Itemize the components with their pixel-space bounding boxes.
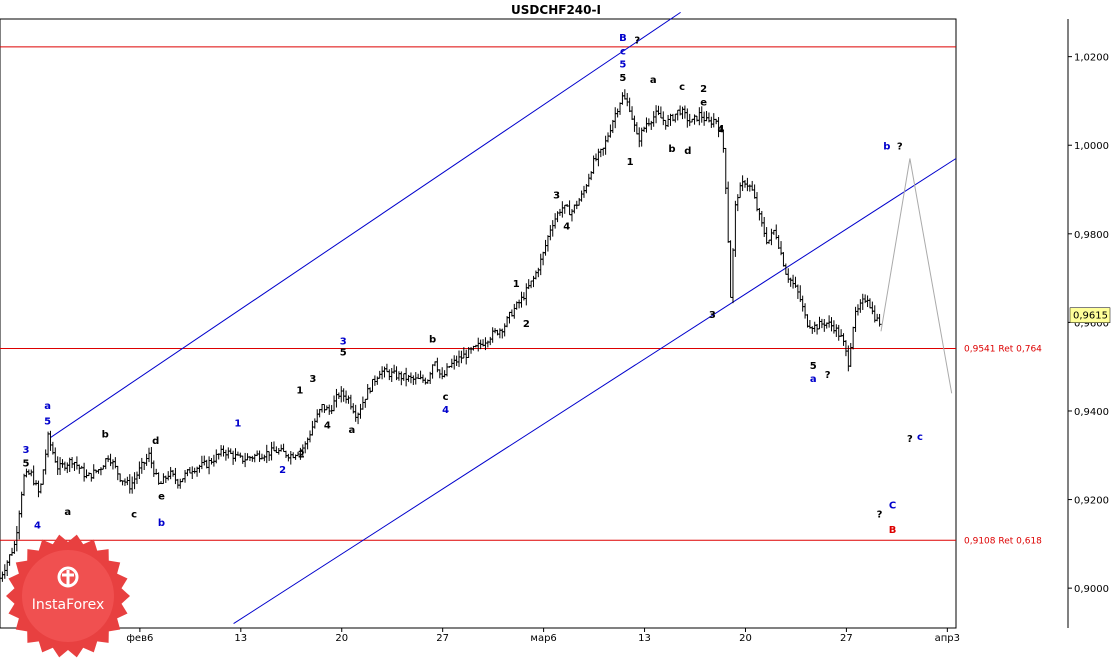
x-tick-label: 13 — [234, 633, 247, 644]
wave-label: C — [889, 500, 896, 511]
wave-label: 1 — [627, 157, 634, 168]
wave-label: a — [44, 401, 51, 412]
level-label: 0,9541 Ret 0,764 — [964, 345, 1042, 355]
wave-label: B — [889, 525, 897, 536]
y-axis-ticks: 1,0200 1,0000 0,9800 0,9600 0,9400 0,9200 0,90… — [1068, 53, 1109, 595]
wave-label: 1 — [296, 385, 303, 396]
channel-lower-line — [233, 158, 957, 624]
y-tick-label: 1,0000 — [1074, 141, 1109, 152]
wave-label: 2 — [279, 465, 286, 476]
y-tick-label: 1,0200 — [1074, 53, 1109, 64]
wave-label: e — [700, 97, 707, 108]
price-bars — [0, 89, 882, 585]
x-tick-label: фев6 — [126, 633, 153, 644]
wave-label: 5 — [44, 416, 51, 427]
y-tick-label: 0,9800 — [1074, 230, 1109, 241]
wave-label: 5 — [619, 73, 626, 84]
wave-label: c — [131, 509, 137, 520]
x-tick-label: 27 — [840, 633, 853, 644]
x-tick-label: 20 — [335, 633, 348, 644]
wave-label: 4 — [717, 124, 724, 135]
x-tick-label: 27 — [436, 633, 449, 644]
wave-label: a — [810, 374, 817, 385]
wave-label: ? — [897, 142, 903, 153]
x-tick-label: 20 — [739, 633, 752, 644]
wave-label: 4 — [442, 405, 449, 416]
wave-label: c — [620, 46, 626, 57]
wave-label: c — [917, 432, 923, 443]
wave-label: 5 — [340, 348, 347, 359]
wave-label: B — [619, 33, 627, 44]
x-tick-label: 13 — [638, 633, 651, 644]
forecast-path — [880, 158, 953, 394]
wave-label: a — [64, 507, 71, 518]
wave-label: 1 — [234, 418, 241, 429]
wave-label: b — [668, 144, 675, 155]
wave-label: 3 — [340, 337, 347, 348]
wave-label: d — [152, 436, 159, 447]
plot-area — [0, 18, 957, 629]
wave-label: 3 — [309, 374, 316, 385]
wave-label: c — [679, 82, 685, 93]
current-price-marker: 0,9615 — [1069, 307, 1111, 323]
wave-label: ? — [825, 370, 831, 381]
wave-label: ? — [634, 35, 640, 46]
chart-title: USDCHF240-I — [511, 3, 601, 17]
instaforex-emblem-icon — [57, 566, 79, 588]
x-axis-ticks: 30фев6132027мар6132027апр3 — [33, 628, 960, 644]
wave-label: b — [883, 142, 890, 153]
wave-label: b — [429, 334, 436, 345]
wave-label: b — [102, 430, 109, 441]
y-tick-label: 0,9200 — [1074, 496, 1109, 507]
wave-label: 2 — [523, 319, 530, 330]
wave-label: 3 — [22, 445, 29, 456]
wave-label: 1 — [513, 279, 520, 290]
current-price-label: 0,9615 — [1073, 311, 1108, 322]
wave-label: a — [348, 425, 355, 436]
wave-label: ? — [877, 509, 883, 520]
wave-label: 5 — [810, 361, 817, 372]
x-tick-label: апр3 — [935, 633, 960, 644]
wave-label: a — [650, 75, 657, 86]
wave-label: 3 — [553, 190, 560, 201]
y-tick-label: 0,9600 — [1074, 318, 1109, 329]
wave-label: 5 — [22, 458, 29, 469]
y-tick-label: 0,9400 — [1074, 407, 1109, 418]
wave-label: 2 — [298, 449, 305, 460]
wave-label: ? — [907, 434, 913, 445]
wave-label: c — [443, 392, 449, 403]
x-tick-label: мар6 — [530, 633, 556, 644]
wave-label: b — [158, 518, 165, 529]
logo-text: InstaForex — [32, 597, 105, 613]
wave-label: e — [158, 492, 165, 503]
wave-label: 5 — [619, 60, 626, 71]
wave-label: 4 — [563, 221, 570, 232]
y-tick-label: 0,9000 — [1074, 584, 1109, 595]
wave-label: 2 — [700, 84, 707, 95]
forecast-line — [880, 158, 953, 394]
wave-label: 4 — [34, 520, 41, 531]
instaforex-logo: InstaForex — [6, 534, 130, 658]
trend-channel — [50, 11, 957, 624]
wave-label: 3 — [709, 310, 716, 321]
level-label: 0,9108 Ret 0,618 — [964, 536, 1042, 546]
wave-label: 4 — [324, 421, 331, 432]
channel-upper-line — [50, 11, 681, 438]
wave-label: d — [684, 146, 691, 157]
